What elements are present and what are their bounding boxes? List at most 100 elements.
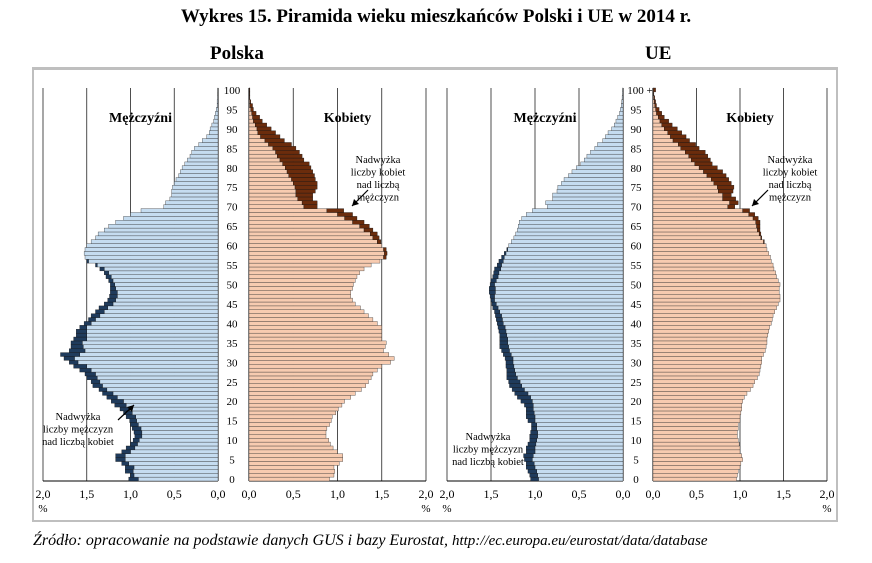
x-tick-label-male: 0,5 [572, 487, 587, 501]
age-label-bg [625, 376, 651, 388]
age-tick-label: 50 [227, 280, 239, 292]
bar-male-excess-age-53 [104, 270, 109, 275]
bar-male-age-15 [534, 418, 624, 423]
age-tick-label: 25 [631, 377, 643, 389]
bar-female-age-49 [652, 286, 780, 291]
bar-male-age-45 [496, 301, 624, 307]
bar-male-excess-age-11 [134, 434, 143, 439]
bar-female-excess-age-86 [268, 142, 292, 147]
bar-female-age-39 [248, 325, 382, 330]
bar-male-excess-age-49 [110, 286, 116, 291]
bar-female-excess-age-65 [359, 224, 370, 229]
bar-female-age-78 [248, 173, 290, 178]
bar-female-excess-age-69 [742, 208, 750, 213]
bar-male-excess-age-5 [524, 457, 533, 462]
bar-female-excess-age-79 [703, 169, 723, 174]
bar-male-age-83 [586, 153, 624, 159]
bar-male-excess-age-33 [501, 348, 510, 353]
bar-female-age-24 [652, 383, 754, 388]
bar-female-age-21 [248, 395, 351, 400]
bar-male-age-95 [620, 107, 624, 112]
bar-female-age-64 [652, 227, 758, 233]
bar-male-excess-age-31 [504, 356, 514, 361]
age-tick-label: 70 [631, 202, 643, 214]
bar-male-age-47 [494, 294, 624, 299]
bar-female-age-75 [652, 185, 718, 190]
age-tick-label: 100 + [627, 85, 652, 97]
bar-male-excess-age-14 [130, 422, 139, 427]
bar-male-age-80 [576, 165, 624, 170]
bar-male-age-66 [115, 220, 219, 225]
figure-title: Wykres 15. Piramida wieku mieszkańców Po… [180, 6, 692, 27]
bar-male-excess-age-26 [86, 375, 98, 381]
bar-male-age-41 [502, 317, 624, 322]
age-label-bg [625, 201, 651, 213]
bar-male-excess-age-31 [63, 356, 75, 361]
age-tick-label: 80 [227, 163, 239, 175]
bar-male-age-61 [90, 239, 219, 244]
bar-male-excess-age-8 [125, 445, 136, 451]
x-unit-male: % [442, 503, 451, 515]
bar-male-age-20 [123, 399, 219, 404]
bar-male-age-16 [534, 414, 624, 419]
bar-female-age-74 [248, 188, 297, 194]
bar-female-age-87 [248, 138, 266, 143]
bar-female-excess-age-75 [717, 185, 735, 190]
bar-female-excess-age-90 [256, 126, 272, 131]
age-tick-label: 20 [631, 396, 643, 408]
x-unit-female: % [421, 503, 430, 515]
bar-male-excess-age-9 [130, 441, 138, 447]
bar-male-excess-age-41 [496, 317, 503, 322]
bar-male-age-87 [602, 138, 624, 143]
bar-female-age-94 [248, 111, 252, 116]
bar-male-excess-age-32 [503, 352, 512, 357]
bar-female-excess-age-70 [727, 204, 735, 209]
bar-male-age-2 [536, 469, 624, 474]
bar-male-age-40 [503, 321, 624, 326]
bar-female-age-5 [248, 457, 343, 462]
bar-male-age-46 [494, 297, 624, 303]
age-tick-label: 15 [227, 416, 239, 428]
age-tick-label: 10 [227, 435, 239, 447]
bar-male-excess-age-41 [88, 317, 96, 322]
bar-female-age-51 [248, 278, 356, 283]
bar-male-age-72 [169, 196, 219, 202]
bar-male-excess-age-25 [508, 379, 521, 384]
bar-female-age-37 [248, 332, 382, 338]
bar-male-excess-age-27 [84, 371, 96, 377]
source-url[interactable]: http://ec.europa.eu/eurostat/data/databa… [451, 533, 708, 549]
annotation-female-line: Nadwyżka [356, 155, 401, 166]
bar-male-age-93 [214, 115, 219, 120]
bar-male-age-56 [88, 259, 219, 264]
female-label: Kobiety [324, 111, 371, 126]
bar-female-age-37 [652, 332, 769, 338]
bar-female-age-38 [248, 329, 382, 334]
bar-female-age-50 [652, 282, 781, 287]
bar-female-excess-age-86 [678, 142, 696, 147]
bar-male-age-10 [139, 438, 219, 443]
bar-female-age-72 [652, 196, 723, 202]
bar-female-excess-age-88 [260, 134, 281, 139]
bar-male-excess-age-20 [111, 399, 124, 404]
x-tick-label-male: 1,0 [123, 487, 138, 501]
bar-female-age-10 [248, 438, 329, 443]
bar-female-age-60 [248, 243, 382, 248]
bar-female-age-9 [652, 441, 740, 447]
bar-male-excess-age-25 [90, 379, 101, 384]
bar-female-age-29 [248, 364, 382, 369]
bar-female-age-41 [652, 317, 773, 322]
bar-male-age-13 [536, 426, 624, 431]
bar-female-age-44 [248, 305, 361, 310]
bar-male-age-59 [507, 247, 624, 252]
bar-male-excess-age-58 [504, 251, 507, 256]
male-label: Mężczyźni [109, 111, 172, 126]
bar-male-age-70 [547, 204, 624, 209]
bar-female-age-76 [652, 181, 715, 186]
bar-female-age-26 [248, 375, 372, 381]
bar-male-excess-age-23 [511, 387, 525, 392]
bar-female-excess-age-84 [685, 150, 706, 155]
bar-male-age-61 [511, 239, 624, 244]
bar-female-age-23 [248, 387, 362, 392]
bar-male-excess-age-15 [129, 418, 137, 423]
bar-male-age-1 [537, 473, 624, 478]
